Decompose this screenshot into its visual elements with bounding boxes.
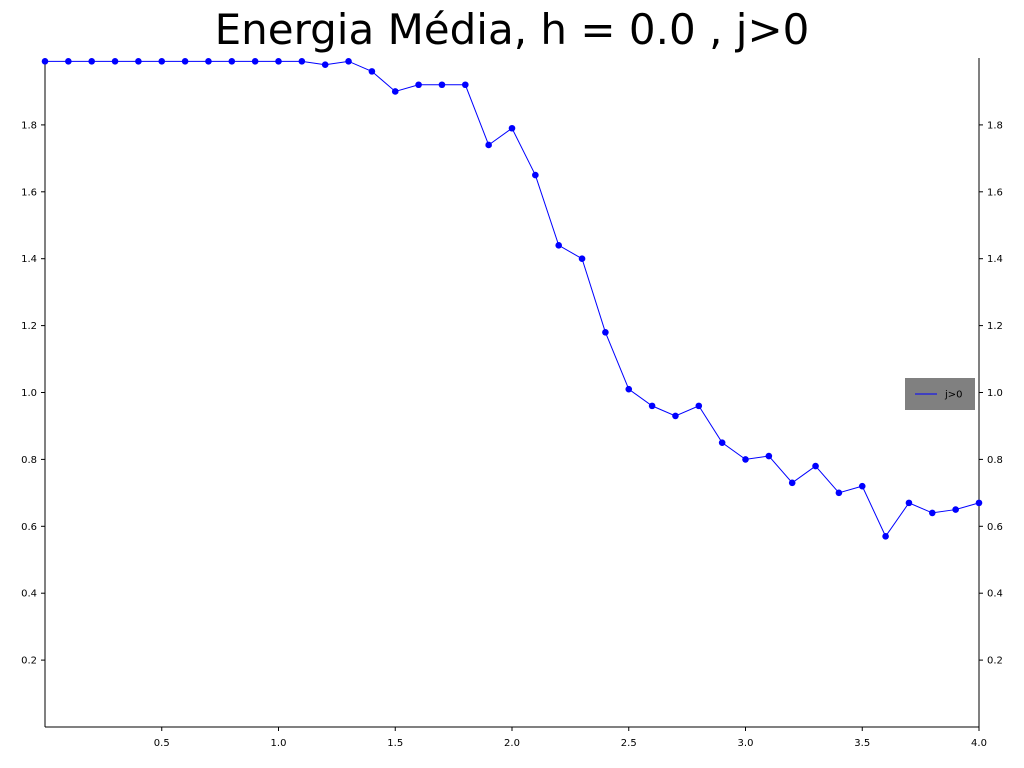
- axes: [44, 58, 980, 728]
- chart-title: Energia Média, h = 0.0 , j>0: [214, 5, 810, 54]
- y-tick-label-right: 0.8: [987, 455, 1003, 466]
- data-point: [368, 68, 376, 75]
- data-point: [321, 61, 329, 68]
- data-point: [952, 506, 959, 513]
- data-point: [765, 452, 773, 460]
- data-point: [205, 58, 212, 65]
- y-tick-label-right: 0.2: [987, 656, 1003, 667]
- y-tick-label-left: 1.0: [21, 388, 37, 399]
- data-point: [415, 81, 422, 89]
- data-point: [905, 499, 913, 507]
- x-tick-label: 3.0: [738, 738, 754, 749]
- legend-label: j>0: [944, 390, 963, 401]
- x-tick-label: 4.0: [971, 738, 987, 749]
- x-tick-label: 1.0: [271, 738, 287, 749]
- y-tick-label-left: 0.2: [21, 656, 37, 667]
- data-point: [718, 439, 726, 446]
- data-point: [251, 58, 259, 65]
- data-point: [648, 402, 656, 410]
- data-point: [882, 533, 889, 540]
- data-point: [555, 242, 562, 249]
- data-point: [298, 58, 306, 65]
- data-point: [835, 489, 843, 497]
- data-point: [625, 385, 633, 393]
- data-point: [485, 141, 492, 149]
- data-point: [812, 462, 819, 470]
- data-point: [532, 171, 539, 179]
- y-tick-label-right: 0.6: [987, 522, 1003, 533]
- data-point: [228, 58, 236, 65]
- y-tick-label-left: 1.4: [21, 254, 37, 265]
- ticks: 0.5 1.0 1.5 2.0 2.5 3.0 3.5 4.0 0.2 0.2 0.4 0.4 0.6 0…: [21, 120, 1003, 749]
- data-point: [391, 88, 399, 95]
- data-point: [929, 509, 936, 517]
- data-point: [65, 58, 72, 65]
- data-point: [672, 412, 679, 420]
- y-tick-label-right: 1.6: [987, 187, 1003, 198]
- y-tick-label-right: 0.4: [987, 589, 1003, 600]
- data-point: [438, 81, 446, 89]
- x-tick-label: 0.5: [154, 738, 170, 749]
- y-tick-label-left: 0.8: [21, 455, 37, 466]
- y-tick-label-left: 0.4: [21, 589, 37, 600]
- y-tick-label-right: 1.0: [987, 388, 1003, 399]
- y-tick-label-right: 1.2: [987, 321, 1003, 332]
- data-point: [695, 402, 703, 410]
- x-tick-label: 2.0: [504, 738, 520, 749]
- data-point: [462, 81, 469, 89]
- y-tick-label-right: 1.8: [987, 120, 1003, 131]
- data-point: [111, 58, 119, 65]
- data-point: [975, 499, 983, 507]
- x-tick-label: 1.5: [387, 738, 403, 749]
- data-point: [788, 479, 796, 487]
- y-tick-label-left: 1.6: [21, 187, 37, 198]
- data-point: [158, 58, 166, 65]
- x-tick-label: 2.5: [621, 738, 637, 749]
- series-line: [45, 60, 980, 538]
- y-tick-label-left: 0.6: [21, 522, 37, 533]
- data-point: [135, 58, 142, 65]
- data-point: [345, 58, 352, 65]
- y-tick-label-right: 1.4: [987, 254, 1003, 265]
- legend: j>0: [905, 378, 975, 410]
- data-point: [602, 328, 609, 336]
- y-tick-label-left: 1.2: [21, 321, 37, 332]
- data-point: [275, 58, 282, 65]
- data-point: [41, 58, 49, 65]
- data-point: [858, 482, 866, 490]
- data-point: [181, 58, 189, 65]
- x-tick-label: 3.5: [854, 738, 870, 749]
- data-point: [88, 58, 95, 65]
- data-point: [508, 124, 516, 132]
- data-point: [742, 456, 749, 463]
- data-point: [578, 255, 586, 262]
- y-tick-label-left: 1.8: [21, 120, 37, 131]
- series: [41, 58, 983, 540]
